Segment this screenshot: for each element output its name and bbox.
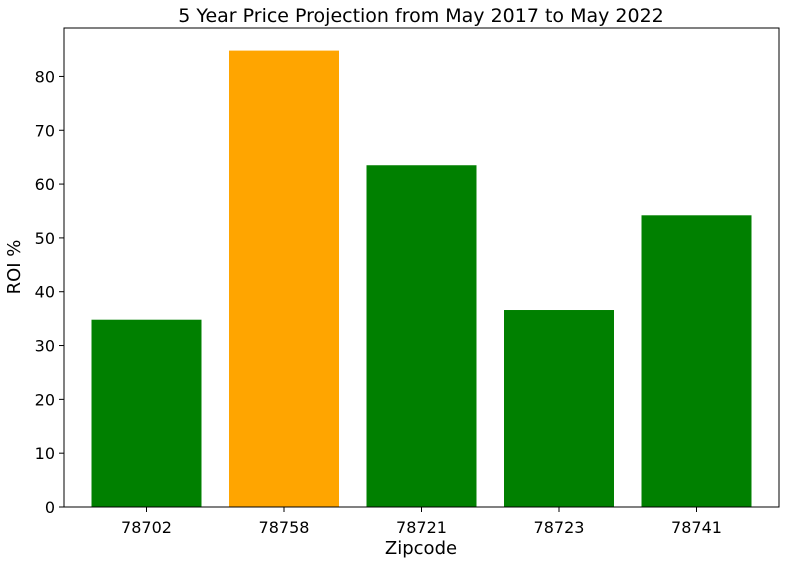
- x-axis-label: Zipcode: [385, 538, 457, 559]
- y-tick-label: 40: [35, 283, 55, 302]
- y-tick-label: 30: [35, 337, 55, 356]
- y-tick-label: 10: [35, 444, 55, 463]
- plot-frame: [63, 27, 780, 508]
- y-axis-ticks: 0 10 20 30 40 50 60 70 80: [35, 67, 64, 517]
- bar-78702: [91, 319, 202, 507]
- y-tick-label: 70: [35, 121, 55, 140]
- y-axis-label: ROI %: [4, 240, 25, 295]
- x-axis-ticks: 78702 78758 78721 78723 78741: [121, 507, 722, 537]
- y-tick-label: 20: [35, 390, 55, 409]
- y-tick-label: 60: [35, 175, 55, 194]
- x-tick-label: 78723: [534, 518, 585, 537]
- chart-title: 5 Year Price Projection from May 2017 to…: [178, 5, 664, 27]
- bar-78721: [366, 165, 477, 507]
- bar-78723: [504, 310, 614, 507]
- x-tick-label: 78721: [396, 518, 447, 537]
- x-tick-label: 78741: [671, 518, 722, 537]
- bar-78758: [229, 50, 339, 508]
- y-tick-label: 80: [35, 67, 55, 86]
- bar-78741: [641, 215, 752, 508]
- x-tick-label: 78702: [121, 518, 172, 537]
- y-tick-label: 0: [45, 498, 55, 517]
- y-tick-label: 50: [35, 229, 55, 248]
- x-tick-label: 78758: [259, 518, 310, 537]
- bar-series: [91, 50, 752, 508]
